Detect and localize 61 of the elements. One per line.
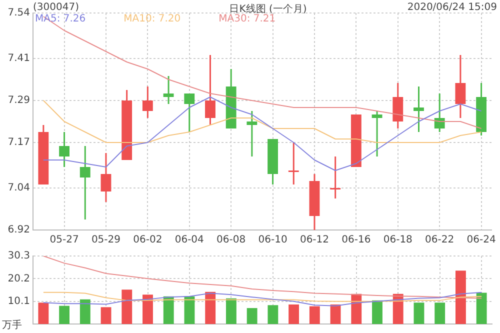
chart-title: (300047) <box>33 2 79 13</box>
x-tick-label: 06-02 <box>133 234 162 246</box>
bar <box>434 302 446 324</box>
bar <box>142 294 153 324</box>
y-tick-label: 7.29 <box>8 95 30 106</box>
y-tick-label: 20.2 <box>8 273 30 284</box>
x-tick-label: 06-16 <box>342 234 371 246</box>
x-tick-label: 05-27 <box>50 234 79 246</box>
text: MA10: 7.20 <box>124 14 181 25</box>
bar <box>309 306 320 324</box>
bar <box>330 304 341 324</box>
candlestick <box>184 92 195 133</box>
x-tick-label: 06-08 <box>216 234 246 246</box>
y-tick-label: 6.92 <box>8 224 30 236</box>
bar <box>59 306 70 324</box>
bar <box>122 290 132 324</box>
candlestick <box>246 110 258 158</box>
y-axis-title: 万手 <box>2 318 22 332</box>
bar <box>455 270 466 324</box>
bar <box>372 300 382 324</box>
chart-subtitle: 日K线图 (一个月) <box>229 2 307 15</box>
bar <box>288 304 300 324</box>
y-tick-label: 7.17 <box>8 137 30 148</box>
candlestick <box>205 54 216 126</box>
candlestick <box>80 145 90 220</box>
bar <box>226 298 236 324</box>
bar <box>392 294 404 324</box>
x-tick-label: 05-29 <box>91 234 121 246</box>
bar <box>163 296 174 324</box>
candlestick <box>288 142 299 186</box>
candlestick <box>372 110 382 158</box>
x-tick-label: 06-22 <box>425 234 454 246</box>
candlestick <box>163 75 174 105</box>
y-tick-label: 30.3 <box>8 250 30 262</box>
bar <box>268 305 278 324</box>
x-tick-label: 06-04 <box>174 234 204 246</box>
bar <box>414 302 424 324</box>
candlestick <box>100 152 112 203</box>
bar <box>476 292 487 324</box>
bar <box>100 307 112 324</box>
candlestick <box>434 92 445 133</box>
y-tick-label: 7.04 <box>8 182 30 194</box>
y-tick-label: 7.41 <box>8 53 30 64</box>
bar <box>246 308 258 324</box>
text: MA30: 7.21 <box>218 14 276 25</box>
candlestick <box>330 156 341 200</box>
candlestick <box>455 54 466 119</box>
bar <box>38 302 49 324</box>
x-tick-label: 06-24 <box>466 234 496 246</box>
y-tick-label: 10.1 <box>8 296 30 307</box>
bar <box>184 296 195 324</box>
candlestick <box>142 86 153 119</box>
x-tick-label: 06-10 <box>258 234 288 246</box>
x-tick-label: 06-18 <box>383 234 412 246</box>
bar <box>205 292 216 324</box>
candlestick <box>59 131 70 168</box>
candlestick <box>414 86 424 133</box>
x-tick-label: 06-12 <box>300 234 330 246</box>
y-tick-label: 7.54 <box>8 8 30 19</box>
bar <box>80 299 90 324</box>
annotation: 2020/06/24 15:09 <box>407 2 497 13</box>
